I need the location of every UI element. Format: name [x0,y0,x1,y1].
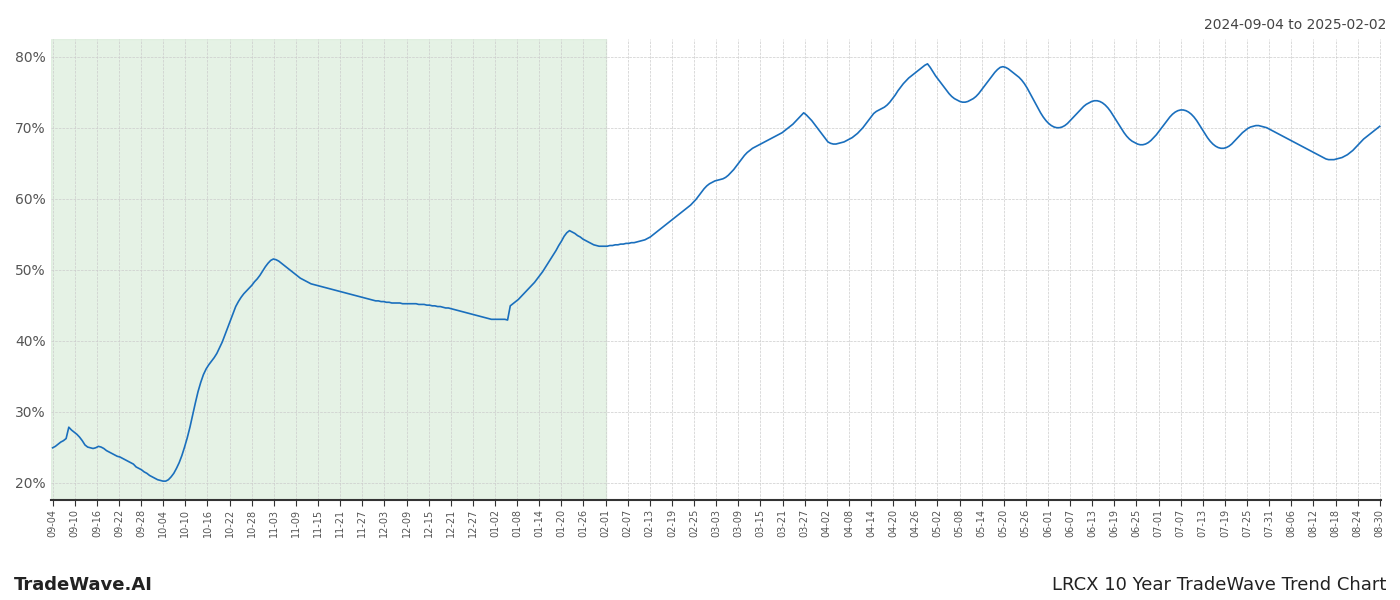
Bar [52,39,606,500]
Text: LRCX 10 Year TradeWave Trend Chart: LRCX 10 Year TradeWave Trend Chart [1051,576,1386,594]
Text: 2024-09-04 to 2025-02-02: 2024-09-04 to 2025-02-02 [1204,18,1386,32]
Text: TradeWave.AI: TradeWave.AI [14,576,153,594]
